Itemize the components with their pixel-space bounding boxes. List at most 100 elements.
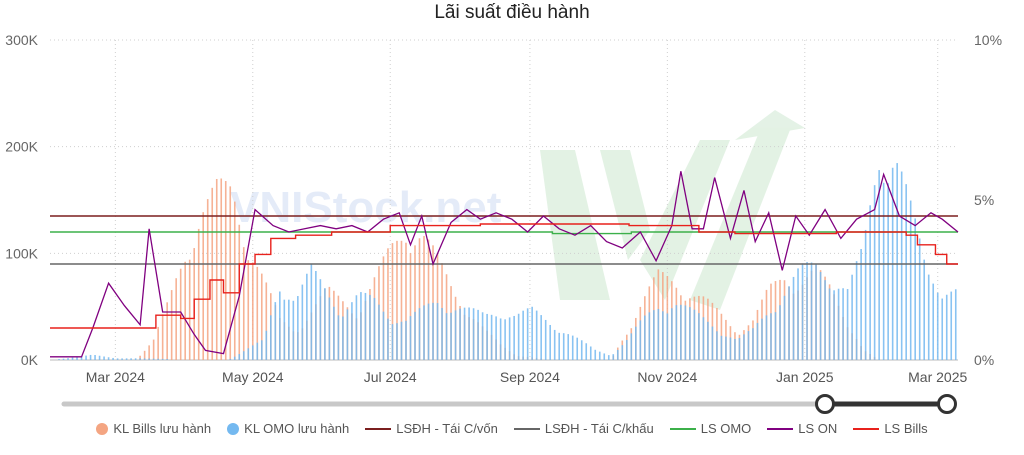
bar [179,268,182,360]
legend-item[interactable]: KL OMO lưu hành [227,421,349,436]
bar [170,290,173,360]
legend-item[interactable]: KL Bills lưu hành [96,421,211,436]
bar [247,260,250,360]
bar [517,313,520,360]
bar [80,356,83,360]
bar [567,334,570,360]
y-axis-right: 0% 5% 10% [974,32,1002,368]
legend-item[interactable]: LS OMO [669,421,751,436]
bar [242,351,245,360]
bar [463,307,466,360]
bar [396,323,398,360]
bar [869,205,871,360]
bar [382,311,385,360]
bar [112,357,114,360]
bar [152,339,155,360]
bar [783,295,786,360]
bar [756,322,759,360]
bar [378,304,380,360]
y-right-tick-label: 0% [974,352,994,368]
bar [589,346,592,360]
line-series [50,171,959,358]
grid [50,39,958,361]
bar [432,245,434,360]
legend-label: LS Bills [884,421,928,436]
bar [94,355,96,360]
bar [391,243,394,360]
bar [936,292,939,360]
legend-label: KL Bills lưu hành [113,421,212,436]
bar-series [58,163,957,360]
x-tick-label: Mar 2025 [908,369,967,385]
bar [238,354,241,360]
slider-handle-end[interactable] [937,394,957,414]
bar [508,317,511,360]
slider-handle-start[interactable] [815,394,835,414]
bar [909,200,912,360]
bar [157,326,159,360]
bar [265,330,268,360]
bar [675,305,678,360]
bar [495,316,497,360]
bar [846,289,849,360]
legend-line-icon [853,427,880,430]
y-left-tick-label: 100K [5,245,38,261]
range-slider[interactable] [61,394,957,414]
bar [513,315,515,360]
bar [283,299,286,360]
bar [864,229,867,360]
bar [468,307,470,360]
bar [954,289,957,360]
y-right-tick-label: 10% [974,32,1002,48]
bar [423,236,425,360]
bar [806,262,808,360]
bar [382,256,385,360]
bar [351,302,353,360]
chart-title: Lãi suất điều hành [434,2,590,23]
bar [265,282,268,360]
bar [648,312,651,360]
bar [941,298,944,360]
legend-line-icon [365,427,392,430]
bar [607,355,610,360]
bar [666,313,669,360]
x-axis: Mar 2024 May 2024 Jul 2024 Sep 2024 Nov 2024… [50,359,968,385]
bar [58,359,60,360]
bar [242,247,245,360]
bar [576,337,579,360]
legend-item[interactable]: LSĐH - Tái C/khấu [513,421,654,436]
bar [882,182,885,360]
bar [684,305,687,360]
bar [107,357,110,360]
bar [233,356,236,360]
bar [486,313,488,360]
bar [256,266,259,360]
bar [387,248,389,360]
bar [306,273,308,360]
legend-item[interactable]: LS ON [767,421,837,436]
bar [598,351,601,360]
bar [828,288,831,360]
bar [152,358,155,360]
bar [414,245,416,360]
legend-item[interactable]: LSĐH - Tái C/vốn [365,421,498,436]
bar [716,331,718,360]
legend-item[interactable]: LS Bills [853,421,928,436]
bar [76,356,78,360]
bar [738,338,741,360]
bar [770,313,772,360]
bar [761,318,763,360]
bar [342,316,344,360]
bar [873,185,876,360]
bar [900,171,903,360]
bar [301,284,304,360]
bar [720,335,723,360]
bar [837,288,840,360]
bar [635,326,637,360]
bar [233,201,236,360]
bar [698,313,700,360]
bar [292,300,295,360]
bar [130,358,132,360]
bar [945,294,948,360]
